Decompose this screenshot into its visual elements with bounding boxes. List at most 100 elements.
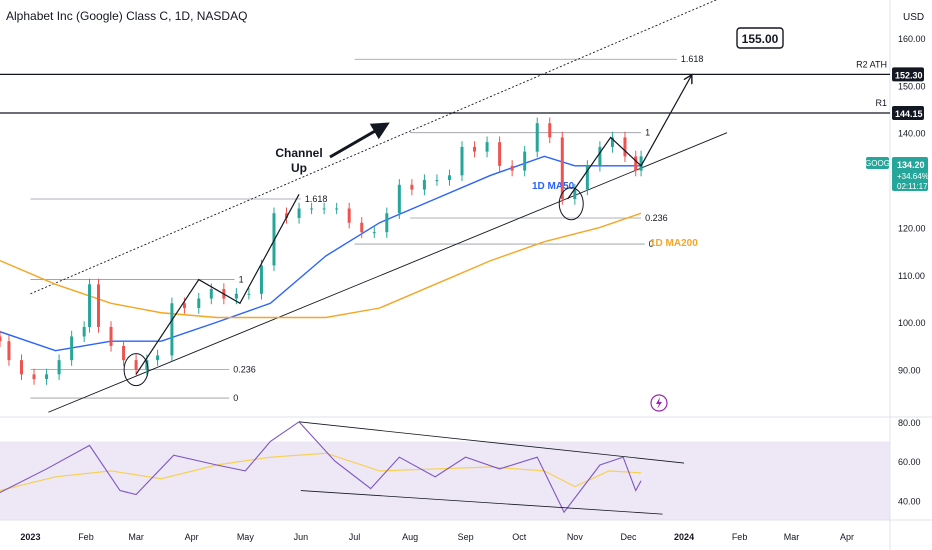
candle-body bbox=[32, 374, 36, 380]
time-axis-label: Aug bbox=[402, 532, 418, 542]
price-tick-label: 100.00 bbox=[898, 318, 926, 328]
candle-body bbox=[182, 303, 186, 309]
candle-body bbox=[45, 374, 49, 380]
level-price-value: 152.30 bbox=[895, 70, 923, 80]
price-tick-label: 90.00 bbox=[898, 366, 921, 376]
rsi-trend-upper bbox=[299, 421, 685, 464]
time-axis-label: Jun bbox=[294, 532, 309, 542]
candle-body bbox=[145, 360, 149, 370]
ma200-label: 1D MA200 bbox=[650, 238, 698, 249]
price-value: 134.20 bbox=[897, 160, 925, 170]
rsi-band bbox=[0, 441, 890, 520]
candle-body bbox=[209, 289, 213, 299]
fib-level-label: 1.618 bbox=[681, 54, 704, 64]
price-tick-label: 110.00 bbox=[898, 271, 925, 281]
candle-body bbox=[156, 355, 160, 361]
price-badge bbox=[892, 157, 928, 191]
channel-label: Up bbox=[291, 161, 307, 175]
candle-body bbox=[347, 208, 351, 223]
channel-lower-line bbox=[48, 132, 728, 413]
price-countdown: 02:11:17 bbox=[897, 182, 928, 191]
candle-body bbox=[535, 123, 539, 152]
candle-body bbox=[610, 137, 614, 147]
candle-body bbox=[234, 293, 238, 299]
candle-body bbox=[410, 184, 414, 190]
time-axis-label: 2024 bbox=[674, 532, 694, 542]
candle-body bbox=[372, 232, 376, 234]
fib-level-label: 0 bbox=[233, 393, 238, 403]
level-label: R1 bbox=[875, 98, 887, 108]
rsi-tick-label: 80.00 bbox=[898, 418, 921, 428]
candle-body bbox=[109, 326, 113, 346]
candle-body bbox=[498, 142, 502, 166]
candle-body bbox=[473, 146, 477, 152]
level-price-value: 144.15 bbox=[895, 109, 923, 119]
candle-body bbox=[322, 208, 326, 210]
candle-body bbox=[96, 284, 100, 327]
candle-body bbox=[360, 222, 364, 233]
symbol-badge bbox=[866, 157, 889, 169]
candle-body bbox=[573, 189, 577, 200]
time-axis-label: May bbox=[237, 532, 255, 542]
time-axis-label: Oct bbox=[512, 532, 527, 542]
target-box bbox=[736, 27, 784, 49]
time-axis-label: Feb bbox=[78, 532, 94, 542]
candle-body bbox=[19, 360, 23, 375]
price-tick-label: 120.00 bbox=[898, 223, 926, 233]
rsi-trend-lower bbox=[300, 490, 663, 515]
candle-body bbox=[259, 265, 263, 294]
candle-body bbox=[57, 360, 61, 375]
fib-level-label: 0.236 bbox=[645, 213, 668, 223]
symbol-label: GOOG bbox=[865, 159, 890, 168]
rsi-ma-line bbox=[0, 452, 642, 492]
level-label: R2 ATH bbox=[856, 59, 887, 69]
level-price-badge bbox=[892, 67, 924, 82]
candle-body bbox=[623, 137, 627, 157]
price-tick-label: 140.00 bbox=[898, 129, 926, 139]
time-axis-label: Mar bbox=[128, 532, 144, 542]
channel-arrow bbox=[329, 122, 390, 159]
candle-body bbox=[598, 146, 602, 166]
low-circle bbox=[123, 353, 149, 387]
channel-upper-line bbox=[30, 0, 718, 295]
price-change: +34.64% bbox=[897, 172, 929, 181]
rsi-line bbox=[0, 421, 642, 514]
candle-body bbox=[170, 303, 174, 356]
ma50-label: 1D MA50 bbox=[532, 181, 575, 192]
candle-body bbox=[397, 184, 401, 214]
candle-body bbox=[82, 326, 86, 337]
candle-body bbox=[385, 213, 389, 233]
lightning-icon bbox=[656, 397, 662, 409]
target-label: 155.00 bbox=[742, 32, 779, 46]
fib-level-label: 1 bbox=[645, 128, 650, 138]
price-tick-label: 160.00 bbox=[898, 34, 926, 44]
projection-path bbox=[567, 76, 692, 200]
candle-body bbox=[634, 156, 638, 171]
candle-body bbox=[560, 137, 564, 200]
fib-level-label: 1.618 bbox=[305, 194, 328, 204]
time-axis-label: Sep bbox=[458, 532, 474, 542]
candle-body bbox=[435, 180, 439, 182]
candle-body bbox=[548, 123, 552, 138]
candle-body bbox=[285, 213, 289, 218]
time-axis-label: Apr bbox=[185, 532, 199, 542]
candle-body bbox=[247, 293, 251, 295]
candle-body bbox=[88, 284, 92, 327]
rsi-tick-label: 40.00 bbox=[898, 496, 921, 506]
currency-label: USD bbox=[903, 12, 925, 23]
fib-level-label: 1 bbox=[239, 275, 244, 285]
candle-body bbox=[639, 156, 643, 171]
candle-body bbox=[485, 142, 489, 152]
candle-body bbox=[335, 208, 339, 210]
fib-level-label: 0 bbox=[649, 239, 654, 249]
candle-body bbox=[310, 208, 314, 210]
fib-level-label: 0.236 bbox=[233, 365, 256, 375]
candle-body bbox=[422, 180, 426, 190]
candle-body bbox=[7, 341, 11, 361]
candle-body bbox=[447, 175, 451, 181]
time-axis-label: Nov bbox=[567, 532, 584, 542]
candle-body bbox=[70, 336, 74, 361]
time-axis-label: Dec bbox=[621, 532, 638, 542]
